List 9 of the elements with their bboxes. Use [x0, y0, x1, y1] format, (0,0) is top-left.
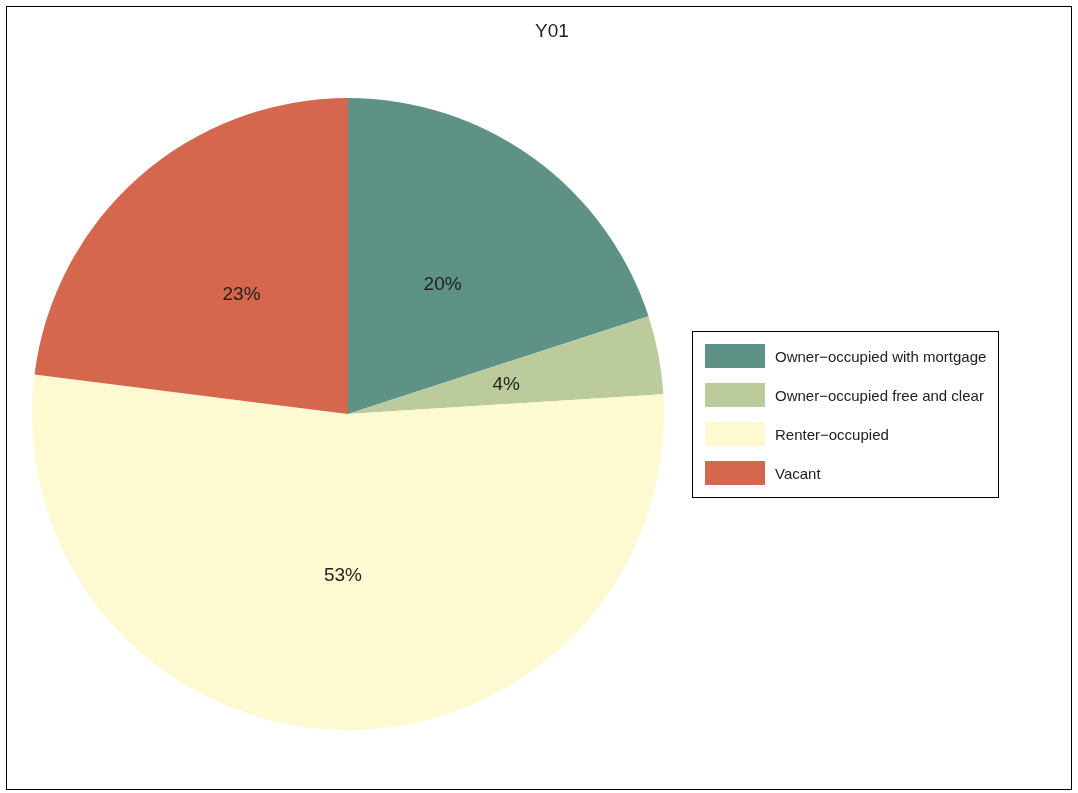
data-label: 23% [222, 282, 261, 304]
data-label: 20% [423, 273, 462, 295]
legend-label: Owner−occupied free and clear [775, 386, 984, 404]
legend-label: Vacant [775, 464, 821, 482]
data-label: 4% [492, 373, 520, 395]
legend-label: Owner−occupied with mortgage [775, 347, 987, 365]
data-label: 53% [323, 564, 363, 586]
legend-label: Renter−occupied [775, 425, 889, 443]
chart-title: Y01 [535, 20, 569, 41]
